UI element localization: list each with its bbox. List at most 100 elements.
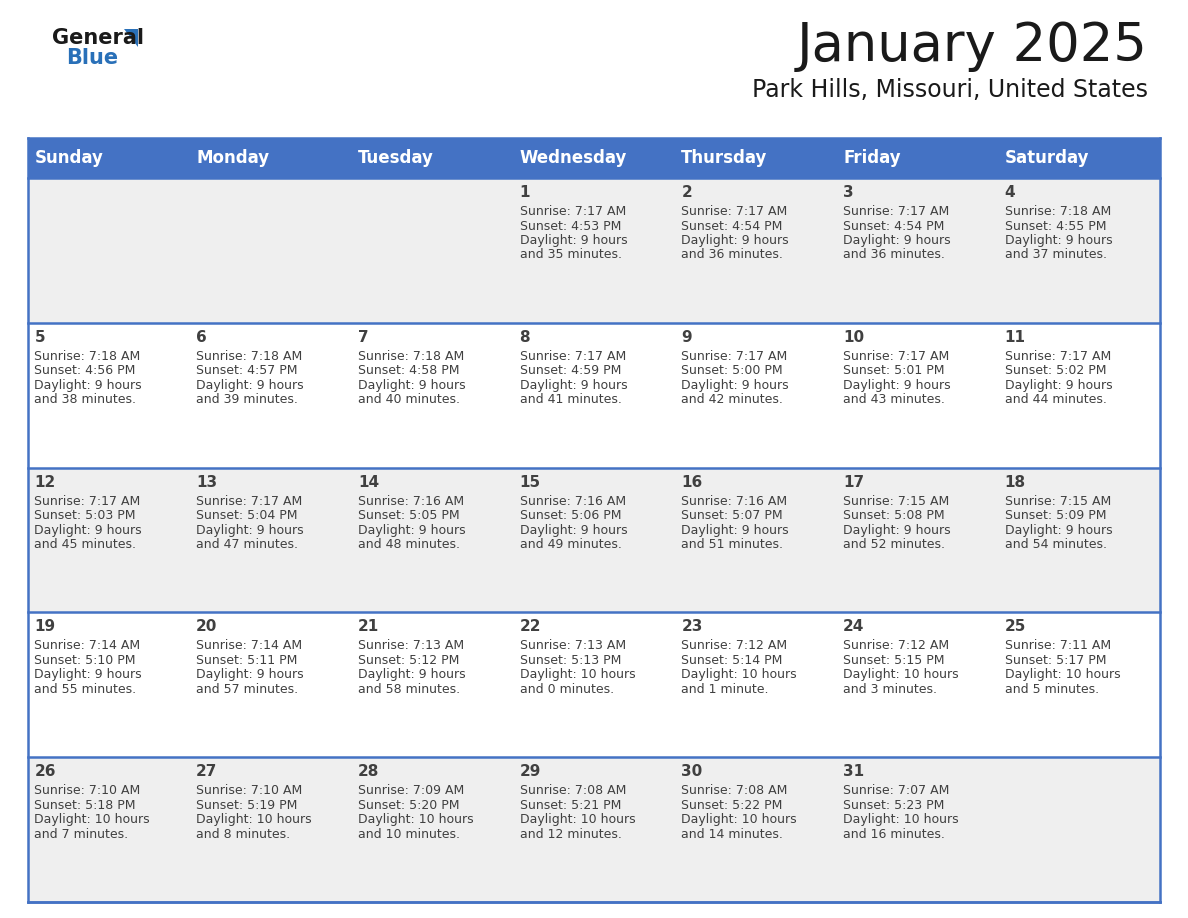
Text: Daylight: 9 hours: Daylight: 9 hours [682, 379, 789, 392]
Text: Blue: Blue [67, 48, 118, 68]
Text: Sunrise: 7:15 AM: Sunrise: 7:15 AM [1005, 495, 1111, 508]
Text: 4: 4 [1005, 185, 1016, 200]
Text: and 1 minute.: and 1 minute. [682, 683, 769, 696]
Text: and 38 minutes.: and 38 minutes. [34, 393, 137, 407]
Text: 7: 7 [358, 330, 368, 345]
Text: Sunset: 4:57 PM: Sunset: 4:57 PM [196, 364, 298, 377]
Text: and 41 minutes.: and 41 minutes. [519, 393, 621, 407]
Text: 16: 16 [682, 475, 702, 489]
Text: 25: 25 [1005, 620, 1026, 634]
Text: Daylight: 9 hours: Daylight: 9 hours [196, 379, 304, 392]
Text: Sunrise: 7:17 AM: Sunrise: 7:17 AM [1005, 350, 1111, 363]
Text: Sunset: 5:22 PM: Sunset: 5:22 PM [682, 799, 783, 812]
Text: 17: 17 [843, 475, 864, 489]
Text: and 58 minutes.: and 58 minutes. [358, 683, 460, 696]
Text: Sunrise: 7:17 AM: Sunrise: 7:17 AM [843, 205, 949, 218]
Text: Sunset: 5:07 PM: Sunset: 5:07 PM [682, 509, 783, 522]
Text: and 12 minutes.: and 12 minutes. [519, 828, 621, 841]
Text: Daylight: 9 hours: Daylight: 9 hours [358, 668, 466, 681]
Text: 9: 9 [682, 330, 691, 345]
Text: 6: 6 [196, 330, 207, 345]
Text: and 44 minutes.: and 44 minutes. [1005, 393, 1107, 407]
Text: Daylight: 10 hours: Daylight: 10 hours [1005, 668, 1120, 681]
Text: Sunday: Sunday [34, 149, 103, 167]
Text: General: General [52, 28, 144, 48]
Text: Sunrise: 7:18 AM: Sunrise: 7:18 AM [1005, 205, 1111, 218]
Text: Sunset: 5:09 PM: Sunset: 5:09 PM [1005, 509, 1106, 522]
Text: Daylight: 9 hours: Daylight: 9 hours [34, 523, 143, 537]
Text: Sunset: 5:08 PM: Sunset: 5:08 PM [843, 509, 944, 522]
Text: Thursday: Thursday [682, 149, 767, 167]
Text: 10: 10 [843, 330, 864, 345]
Text: and 47 minutes.: and 47 minutes. [196, 538, 298, 551]
Text: and 49 minutes.: and 49 minutes. [519, 538, 621, 551]
Text: Sunset: 4:55 PM: Sunset: 4:55 PM [1005, 219, 1106, 232]
Text: Sunrise: 7:09 AM: Sunrise: 7:09 AM [358, 784, 465, 797]
Text: Sunrise: 7:07 AM: Sunrise: 7:07 AM [843, 784, 949, 797]
Text: Sunset: 5:14 PM: Sunset: 5:14 PM [682, 654, 783, 666]
Text: Sunrise: 7:13 AM: Sunrise: 7:13 AM [358, 640, 465, 653]
Bar [29, 757, 1159, 902]
Text: Sunset: 5:13 PM: Sunset: 5:13 PM [519, 654, 621, 666]
Text: Tuesday: Tuesday [358, 149, 434, 167]
Text: Daylight: 10 hours: Daylight: 10 hours [843, 668, 959, 681]
Text: Sunrise: 7:11 AM: Sunrise: 7:11 AM [1005, 640, 1111, 653]
Text: Sunset: 5:02 PM: Sunset: 5:02 PM [1005, 364, 1106, 377]
Text: Daylight: 9 hours: Daylight: 9 hours [358, 523, 466, 537]
Text: and 52 minutes.: and 52 minutes. [843, 538, 944, 551]
Text: Sunset: 5:20 PM: Sunset: 5:20 PM [358, 799, 460, 812]
Text: Daylight: 9 hours: Daylight: 9 hours [519, 234, 627, 247]
Text: Daylight: 9 hours: Daylight: 9 hours [843, 523, 950, 537]
Text: Wednesday: Wednesday [519, 149, 627, 167]
Text: Sunrise: 7:16 AM: Sunrise: 7:16 AM [682, 495, 788, 508]
Text: and 36 minutes.: and 36 minutes. [843, 249, 944, 262]
Text: Sunrise: 7:14 AM: Sunrise: 7:14 AM [196, 640, 302, 653]
Text: and 42 minutes.: and 42 minutes. [682, 393, 783, 407]
Bar [29, 323, 1159, 467]
Text: Sunrise: 7:16 AM: Sunrise: 7:16 AM [358, 495, 465, 508]
Text: Sunrise: 7:16 AM: Sunrise: 7:16 AM [519, 495, 626, 508]
Text: Sunset: 5:17 PM: Sunset: 5:17 PM [1005, 654, 1106, 666]
Text: Sunset: 5:15 PM: Sunset: 5:15 PM [843, 654, 944, 666]
Text: Sunrise: 7:18 AM: Sunrise: 7:18 AM [358, 350, 465, 363]
Text: and 36 minutes.: and 36 minutes. [682, 249, 783, 262]
Text: Daylight: 10 hours: Daylight: 10 hours [682, 668, 797, 681]
Text: 21: 21 [358, 620, 379, 634]
Text: and 5 minutes.: and 5 minutes. [1005, 683, 1099, 696]
Text: Daylight: 9 hours: Daylight: 9 hours [682, 523, 789, 537]
Text: Sunset: 4:56 PM: Sunset: 4:56 PM [34, 364, 135, 377]
Text: Daylight: 9 hours: Daylight: 9 hours [682, 234, 789, 247]
Text: Sunset: 4:54 PM: Sunset: 4:54 PM [843, 219, 944, 232]
Text: Daylight: 9 hours: Daylight: 9 hours [358, 379, 466, 392]
Text: Daylight: 9 hours: Daylight: 9 hours [843, 234, 950, 247]
Text: 20: 20 [196, 620, 217, 634]
Text: 12: 12 [34, 475, 56, 489]
Text: Sunset: 5:06 PM: Sunset: 5:06 PM [519, 509, 621, 522]
Text: 29: 29 [519, 764, 541, 779]
Text: Sunset: 4:59 PM: Sunset: 4:59 PM [519, 364, 621, 377]
Text: 5: 5 [34, 330, 45, 345]
Text: 14: 14 [358, 475, 379, 489]
Text: Sunset: 5:03 PM: Sunset: 5:03 PM [34, 509, 135, 522]
Text: and 3 minutes.: and 3 minutes. [843, 683, 937, 696]
Text: Sunrise: 7:12 AM: Sunrise: 7:12 AM [682, 640, 788, 653]
Text: Daylight: 9 hours: Daylight: 9 hours [1005, 234, 1112, 247]
Text: 19: 19 [34, 620, 56, 634]
Text: and 55 minutes.: and 55 minutes. [34, 683, 137, 696]
Text: Daylight: 9 hours: Daylight: 9 hours [34, 668, 143, 681]
Text: Daylight: 9 hours: Daylight: 9 hours [1005, 523, 1112, 537]
Text: Daylight: 10 hours: Daylight: 10 hours [519, 813, 636, 826]
Text: and 8 minutes.: and 8 minutes. [196, 828, 290, 841]
Text: 1: 1 [519, 185, 530, 200]
Text: Sunset: 5:01 PM: Sunset: 5:01 PM [843, 364, 944, 377]
Text: Sunrise: 7:18 AM: Sunrise: 7:18 AM [34, 350, 140, 363]
Text: and 48 minutes.: and 48 minutes. [358, 538, 460, 551]
Text: Sunset: 4:54 PM: Sunset: 4:54 PM [682, 219, 783, 232]
Text: 22: 22 [519, 620, 541, 634]
Polygon shape [124, 29, 138, 47]
Text: and 40 minutes.: and 40 minutes. [358, 393, 460, 407]
Text: 24: 24 [843, 620, 865, 634]
Bar [29, 612, 1159, 757]
Text: Sunrise: 7:17 AM: Sunrise: 7:17 AM [682, 350, 788, 363]
Text: 8: 8 [519, 330, 530, 345]
